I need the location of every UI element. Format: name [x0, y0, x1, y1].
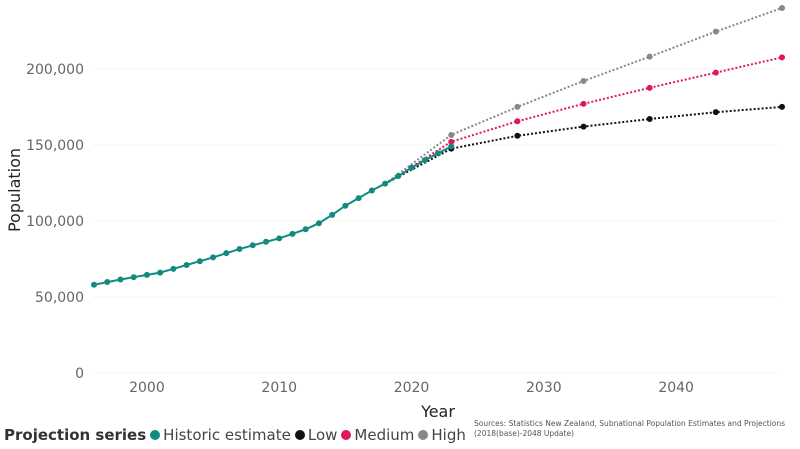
- series-line-medium: [384, 56, 783, 185]
- y-tick-label: 50,000: [35, 290, 84, 306]
- x-tick-label: 2000: [129, 380, 165, 396]
- data-point-low[interactable]: [514, 132, 521, 139]
- data-point-high[interactable]: [448, 131, 455, 138]
- data-point-medium[interactable]: [448, 138, 455, 145]
- legend-dot-historic-icon: [150, 430, 161, 440]
- source-line-2: (2018(base)-2048 Update): [474, 429, 575, 438]
- data-point-low[interactable]: [779, 103, 785, 110]
- data-point-historic-estimate[interactable]: [342, 202, 349, 209]
- legend-item-medium[interactable]: Medium: [341, 426, 414, 444]
- series-historic-estimate: [91, 143, 455, 288]
- y-tick-label: 150,000: [26, 138, 84, 154]
- data-point-low[interactable]: [712, 109, 719, 116]
- y-axis-title: Population: [5, 148, 24, 232]
- legend-item-low[interactable]: Low: [294, 426, 338, 444]
- gridlines: [94, 68, 782, 374]
- x-axis-title: Year: [420, 402, 455, 421]
- series-line-historic-estimate: [93, 145, 452, 286]
- source-note: Sources: Statistics New Zealand, Subnati…: [474, 419, 794, 439]
- legend-label-medium: Medium: [354, 426, 415, 444]
- data-point-historic-estimate[interactable]: [395, 173, 402, 180]
- y-tick-label: 0: [75, 366, 84, 382]
- data-point-historic-estimate[interactable]: [355, 195, 362, 202]
- data-point-historic-estimate[interactable]: [143, 271, 150, 278]
- data-point-low[interactable]: [646, 116, 653, 123]
- data-point-historic-estimate[interactable]: [421, 157, 428, 164]
- legend-label-low: Low: [307, 426, 338, 444]
- data-point-historic-estimate[interactable]: [157, 269, 164, 276]
- data-point-historic-estimate[interactable]: [130, 274, 137, 281]
- data-point-medium[interactable]: [646, 84, 653, 91]
- data-point-historic-estimate[interactable]: [249, 242, 256, 249]
- data-point-medium[interactable]: [712, 69, 719, 76]
- x-axis-ticks: 2000 2010 2020 2030 2040: [129, 380, 694, 396]
- data-point-historic-estimate[interactable]: [183, 262, 190, 269]
- data-point-high[interactable]: [580, 78, 587, 84]
- legend-label-historic: Historic estimate: [163, 426, 291, 444]
- series-layer: [91, 5, 785, 288]
- data-point-historic-estimate[interactable]: [210, 254, 217, 261]
- data-point-historic-estimate[interactable]: [91, 281, 97, 288]
- series-medium: [384, 54, 785, 185]
- legend-label-high: High: [431, 426, 466, 444]
- data-point-historic-estimate[interactable]: [289, 230, 296, 237]
- data-point-historic-estimate[interactable]: [223, 250, 230, 257]
- data-point-historic-estimate[interactable]: [117, 276, 124, 283]
- data-point-historic-estimate[interactable]: [196, 258, 203, 265]
- data-point-medium[interactable]: [779, 54, 785, 61]
- data-point-historic-estimate[interactable]: [368, 187, 375, 194]
- legend: Projection series Historic estimate Low …: [4, 426, 470, 444]
- x-tick-label: 2010: [261, 380, 297, 396]
- source-line-1: Sources: Statistics New Zealand, Subnati…: [474, 419, 786, 428]
- data-point-historic-estimate[interactable]: [448, 143, 455, 150]
- data-point-historic-estimate[interactable]: [276, 235, 283, 242]
- series-high: [384, 5, 785, 185]
- data-point-historic-estimate[interactable]: [435, 150, 441, 157]
- y-tick-label: 100,000: [26, 214, 84, 230]
- data-point-historic-estimate[interactable]: [408, 164, 415, 171]
- data-point-historic-estimate[interactable]: [236, 246, 243, 253]
- y-tick-label: 200,000: [26, 62, 84, 78]
- x-tick-label: 2030: [526, 380, 562, 396]
- data-point-high[interactable]: [779, 5, 785, 11]
- data-point-historic-estimate[interactable]: [263, 238, 269, 245]
- data-point-high[interactable]: [514, 103, 521, 110]
- data-point-historic-estimate[interactable]: [329, 211, 336, 218]
- legend-item-high[interactable]: High: [418, 426, 466, 444]
- data-point-historic-estimate[interactable]: [302, 226, 309, 233]
- data-point-high[interactable]: [712, 28, 719, 35]
- data-point-historic-estimate[interactable]: [382, 180, 389, 187]
- y-axis-ticks: 0 50,000 100,000 150,000 200,000: [26, 62, 84, 382]
- legend-dot-medium-icon: [341, 430, 352, 440]
- data-point-historic-estimate[interactable]: [170, 265, 177, 272]
- data-point-low[interactable]: [580, 123, 587, 130]
- data-point-historic-estimate[interactable]: [104, 279, 111, 286]
- series-line-high: [384, 7, 783, 185]
- data-point-medium[interactable]: [514, 118, 521, 125]
- legend-item-historic[interactable]: Historic estimate: [150, 426, 291, 444]
- data-point-high[interactable]: [646, 53, 653, 60]
- legend-dot-low-icon: [294, 430, 305, 440]
- data-point-medium[interactable]: [580, 100, 587, 107]
- x-tick-label: 2020: [394, 380, 430, 396]
- series-low: [384, 103, 785, 185]
- legend-dot-high-icon: [418, 430, 429, 440]
- legend-title: Projection series: [4, 426, 147, 444]
- data-point-historic-estimate[interactable]: [315, 220, 322, 227]
- x-tick-label: 2040: [658, 380, 694, 396]
